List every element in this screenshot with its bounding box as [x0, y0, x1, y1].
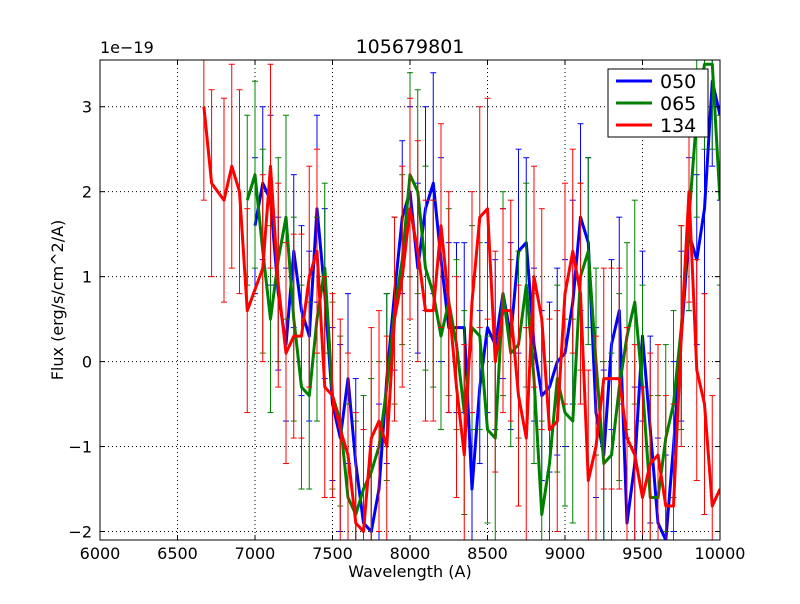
series-line-134 — [202, 106, 720, 533]
x-tick-label: 10000 — [695, 544, 746, 563]
y-scale-multiplier: 1e−19 — [100, 38, 154, 57]
y-tick-label: −1 — [68, 438, 92, 457]
x-tick-label: 8000 — [390, 544, 431, 563]
y-tick-label: 1 — [82, 268, 92, 287]
axis-ticks: 6000 6500 7000 7500 8000 8500 9000 9500 10000 −2 −… — [68, 60, 745, 563]
legend-label-134: 134 — [660, 115, 696, 137]
x-tick-label: 7000 — [235, 544, 276, 563]
x-tick-label: 6500 — [157, 544, 198, 563]
x-axis-label: Wavelength (A) — [348, 562, 471, 581]
legend-label-065: 065 — [660, 93, 696, 115]
series-group — [200, 60, 720, 540]
y-tick-label: 3 — [82, 98, 92, 117]
x-tick-label: 6000 — [80, 544, 121, 563]
y-tick-label: −2 — [68, 523, 92, 542]
y-tick-label: 2 — [82, 183, 92, 202]
x-tick-label: 7500 — [312, 544, 353, 563]
x-tick-label: 9000 — [545, 544, 586, 563]
legend: 050 065 134 — [607, 68, 709, 138]
series-134 — [200, 60, 720, 540]
x-tick-label: 8500 — [467, 544, 508, 563]
legend-label-050: 050 — [660, 71, 696, 93]
chart-title: 105679801 — [356, 36, 465, 58]
y-axis-label: Flux (erg/s/cm^2/A) — [48, 220, 67, 381]
x-tick-label: 9500 — [622, 544, 663, 563]
y-tick-label: 0 — [82, 353, 92, 372]
series-line-065 — [245, 62, 720, 516]
